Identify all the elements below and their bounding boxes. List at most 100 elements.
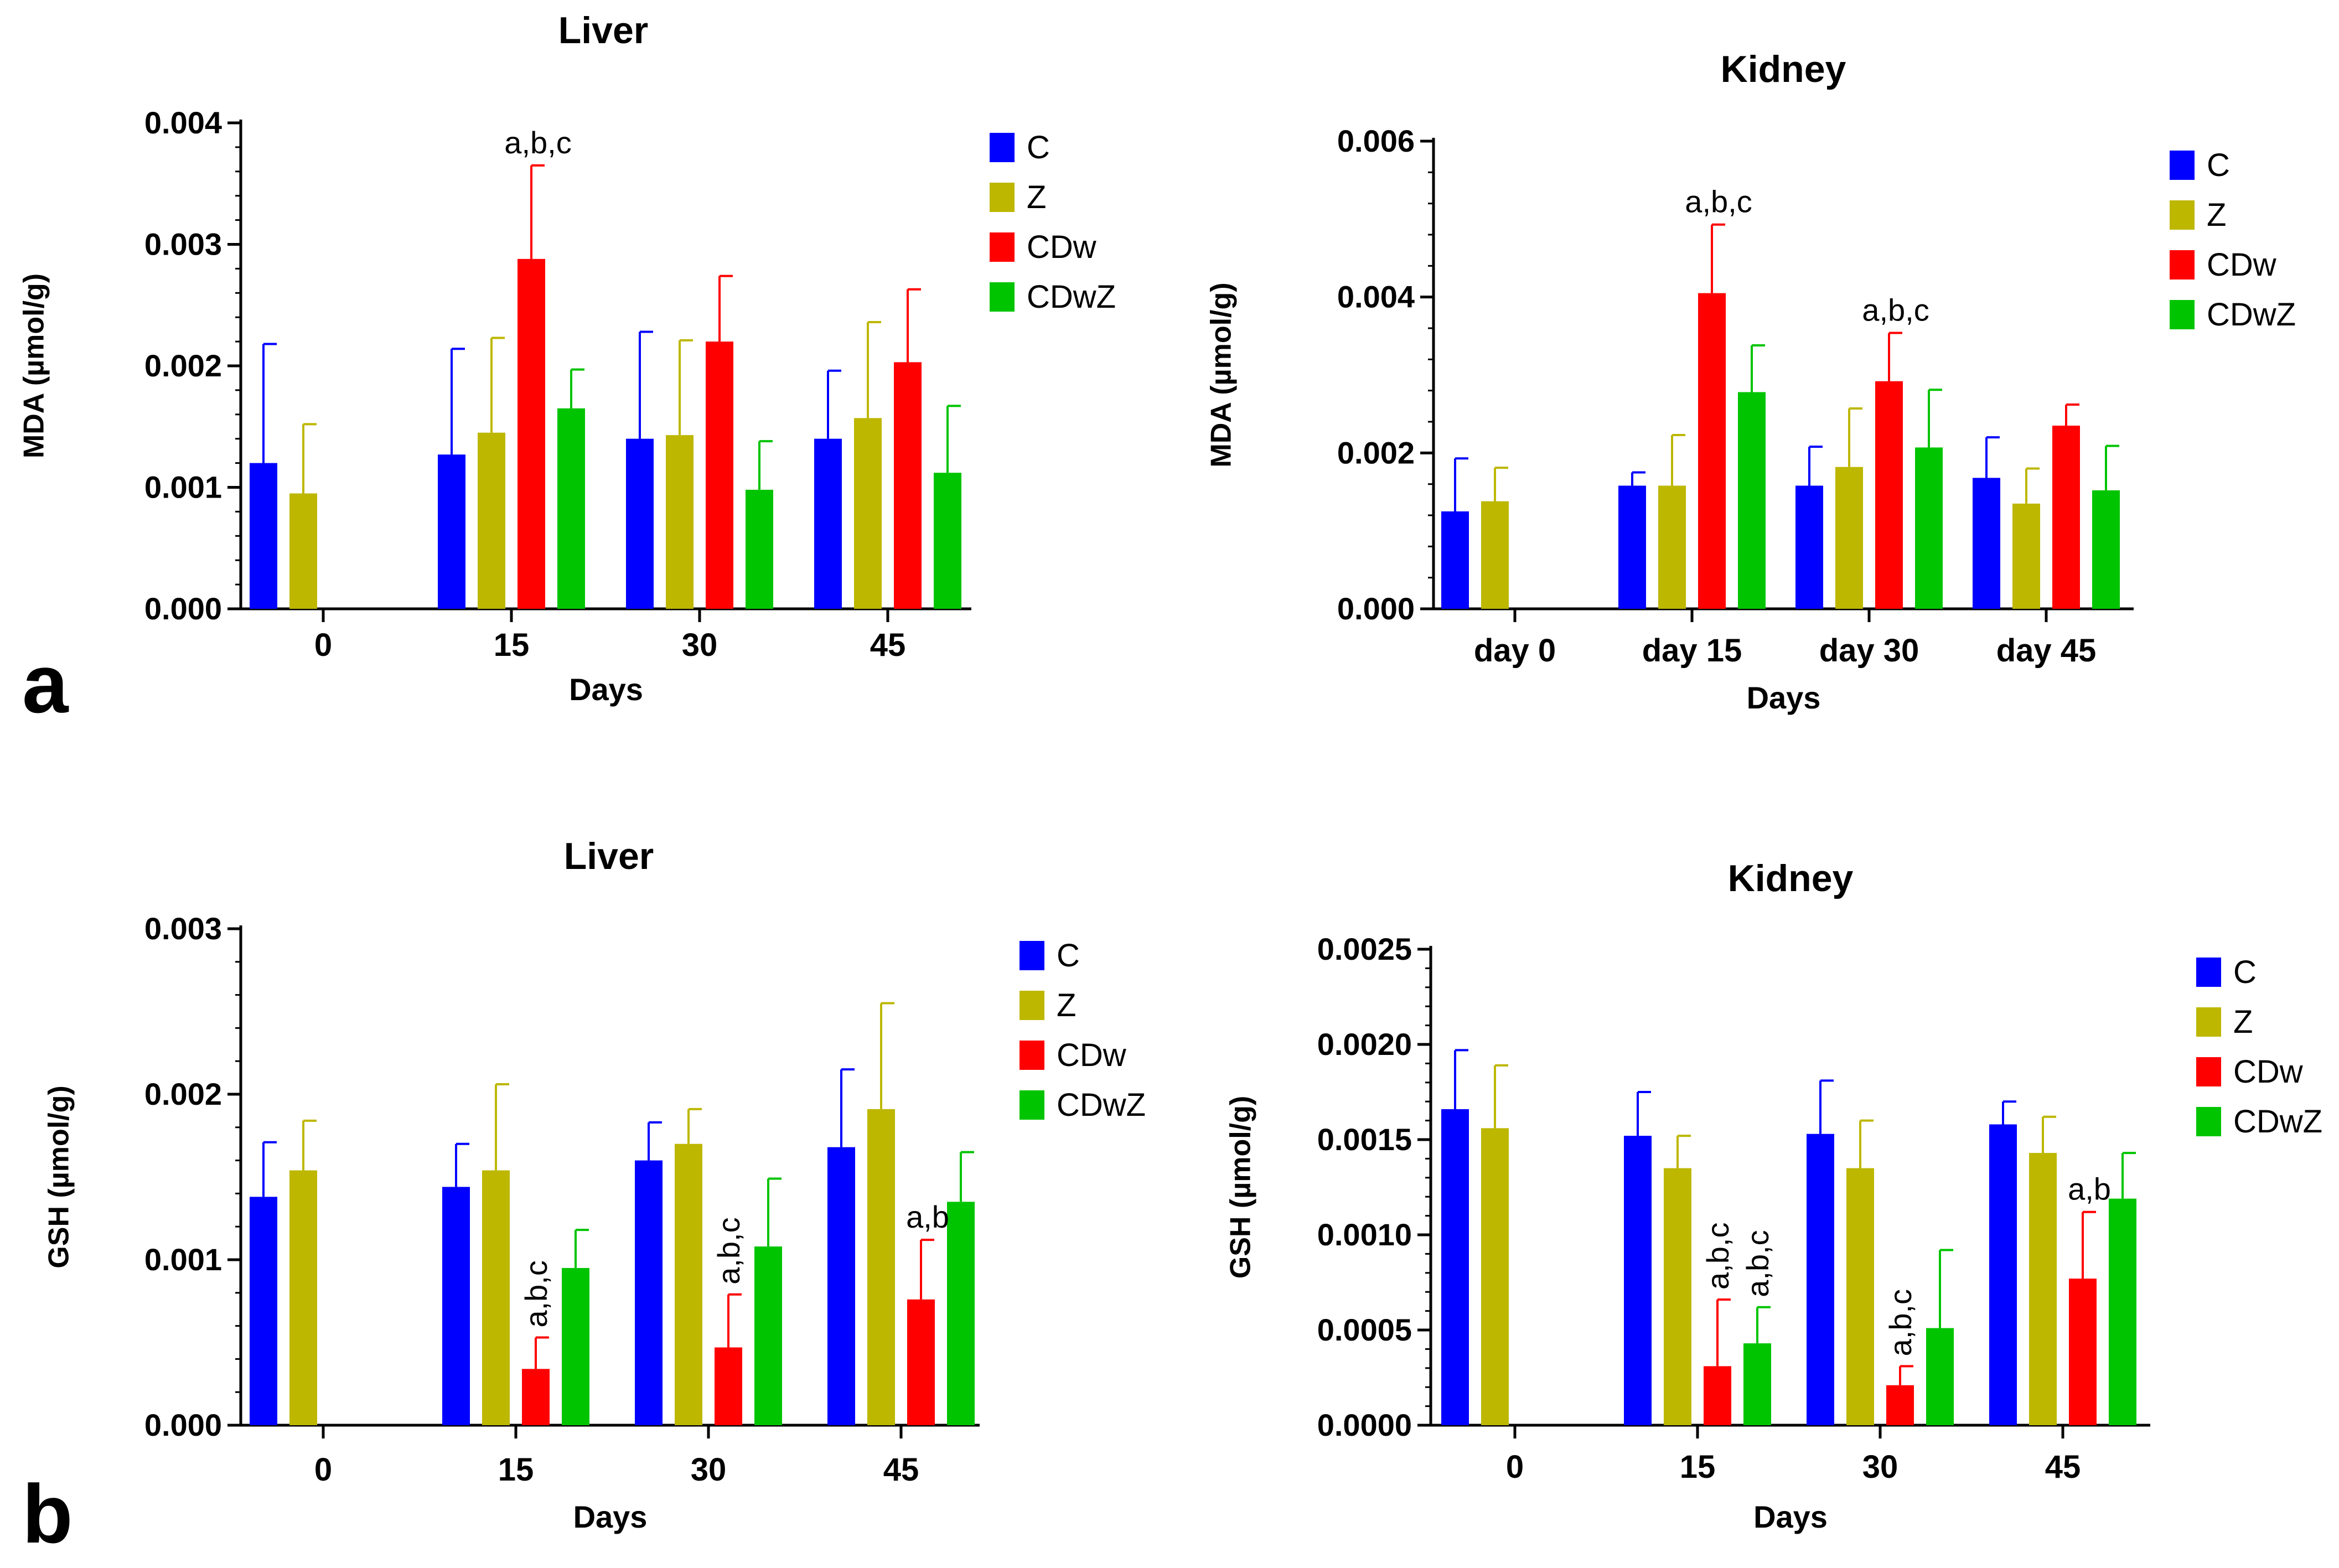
bar-z-2 (675, 1143, 702, 1425)
bar-c-0 (250, 1197, 277, 1425)
bar-cdw-1 (522, 1369, 550, 1425)
legend-label-z: Z (1057, 987, 1076, 1023)
bar-cdw-3 (2052, 426, 2080, 609)
bar-z-0 (289, 493, 317, 609)
bar-c-1 (1624, 1136, 1652, 1425)
legend-swatch-c (2170, 151, 2195, 180)
legend-label-z: Z (2207, 197, 2226, 233)
x-tick-label: day 0 (1474, 633, 1556, 669)
bar-cdw-1 (1704, 1366, 1731, 1425)
bar-c-3 (827, 1147, 855, 1425)
x-tick-label: 45 (2045, 1449, 2081, 1485)
x-tick-label: 15 (1680, 1449, 1716, 1485)
bar-cdw-2 (706, 341, 733, 609)
panel-label-a: a (22, 637, 69, 730)
legend-label-cdw: CDw (2207, 247, 2277, 283)
significance-annotation: a,b,c (1862, 292, 1929, 327)
legend-swatch-z (2196, 1007, 2221, 1037)
significance-annotation: a,b,c (1685, 184, 1752, 219)
y-axis-label: GSH (µmol/g) (43, 1085, 75, 1268)
bar-cdw-3 (2069, 1279, 2097, 1425)
bar-cdwz-3 (947, 1202, 975, 1425)
bar-c-3 (1973, 478, 2000, 609)
y-axis-label: GSH (µmol/g) (1225, 1096, 1257, 1279)
legend-label-cdw: CDw (1057, 1037, 1127, 1073)
y-tick-label: 0.006 (1337, 123, 1415, 158)
bar-cdwz-1 (562, 1267, 589, 1425)
legend-swatch-cdwz (2196, 1107, 2221, 1136)
bar-z-2 (1846, 1168, 1874, 1425)
legend-label-c: C (2233, 954, 2257, 990)
legend-label-cdw: CDw (2233, 1054, 2304, 1090)
chart-title: Liver (564, 835, 654, 877)
bar-cdw-1 (1698, 293, 1726, 609)
legend-swatch-cdwz (1020, 1090, 1044, 1120)
y-tick-label: 0.0015 (1317, 1122, 1412, 1157)
legend-label-cdwz: CDwZ (2233, 1104, 2322, 1140)
bar-z-3 (867, 1109, 895, 1425)
x-tick-label: 15 (498, 1452, 534, 1488)
chart-liver-mda: Liver MDA (µmol/g) 0.000 0.001 0.002 0.003 0.0… (18, 9, 1116, 707)
panel-label-b: b (22, 1467, 73, 1560)
legend-label-cdwz: CDwZ (1057, 1087, 1146, 1123)
y-tick-label: 0.003 (144, 227, 222, 262)
bar-c-1 (442, 1187, 470, 1425)
bar-c-2 (626, 438, 654, 609)
y-tick-label: 0.002 (144, 348, 222, 383)
x-axis-label: Days (573, 1499, 648, 1534)
bar-cdwz-3 (2109, 1198, 2136, 1425)
legend-swatch-c (990, 133, 1015, 162)
legend-label-cdw: CDw (1027, 229, 1097, 265)
chart-kidney-gsh: Kidney GSH (µmol/g) 0.0000 0.0005 0.0010 0.00… (1225, 857, 2322, 1534)
legend-swatch-c (2196, 958, 2221, 987)
legend-swatch-z (990, 183, 1015, 212)
legend-swatch-cdwz (990, 282, 1015, 312)
bar-cdwz-2 (746, 489, 773, 609)
y-tick-label: 0.0020 (1317, 1027, 1412, 1062)
bar-z-0 (1481, 501, 1509, 609)
y-tick-label: 0.0000 (1317, 1407, 1412, 1442)
bar-z-1 (1658, 485, 1686, 609)
significance-annotation: a,b,c (504, 125, 571, 160)
bar-cdw-1 (518, 258, 545, 609)
bar-z-0 (1481, 1128, 1509, 1425)
y-tick-label: 0.0025 (1317, 932, 1412, 966)
legend-swatch-z (1020, 991, 1044, 1020)
x-tick-label: 30 (1862, 1449, 1898, 1485)
bar-z-3 (854, 418, 882, 609)
y-tick-label: 0.000 (144, 1407, 222, 1442)
bar-cdwz-2 (1926, 1328, 1954, 1425)
bar-z-3 (2029, 1153, 2057, 1425)
legend-label-c: C (1027, 130, 1050, 165)
y-tick-label: 0.001 (144, 1242, 222, 1277)
legend-swatch-z (2170, 200, 2195, 230)
x-tick-label: day 30 (1819, 633, 1919, 669)
bar-c-1 (1618, 485, 1646, 609)
significance-annotation: a,b,c (1883, 1289, 1918, 1356)
bar-cdwz-1 (557, 408, 585, 609)
bar-z-1 (478, 432, 505, 609)
bar-c-3 (814, 438, 842, 609)
legend-swatch-cdw (1020, 1041, 1044, 1070)
legend-label-z: Z (2233, 1004, 2253, 1040)
legend-swatch-c (1020, 941, 1044, 970)
x-tick-label: day 45 (1996, 633, 2097, 669)
x-tick-label: 0 (1506, 1449, 1524, 1485)
x-tick-label: 0 (314, 627, 332, 663)
bar-cdw-3 (907, 1299, 935, 1425)
chart-title: Liver (558, 9, 649, 51)
bar-cdw-2 (715, 1347, 742, 1425)
x-tick-label: 30 (691, 1452, 727, 1488)
x-axis-label: Days (569, 672, 643, 707)
legend-swatch-cdwz (2170, 300, 2195, 329)
bar-cdwz-2 (1915, 447, 1943, 609)
y-tick-label: 0.0010 (1317, 1217, 1412, 1252)
bar-cdw-2 (1875, 381, 1903, 609)
bar-c-0 (1441, 1109, 1469, 1425)
legend-swatch-cdw (2170, 250, 2195, 280)
y-tick-label: 0.000 (1337, 591, 1415, 626)
legend-label-c: C (1057, 938, 1080, 974)
significance-annotation: a,b,c (1740, 1230, 1775, 1297)
x-tick-label: 45 (883, 1452, 919, 1488)
